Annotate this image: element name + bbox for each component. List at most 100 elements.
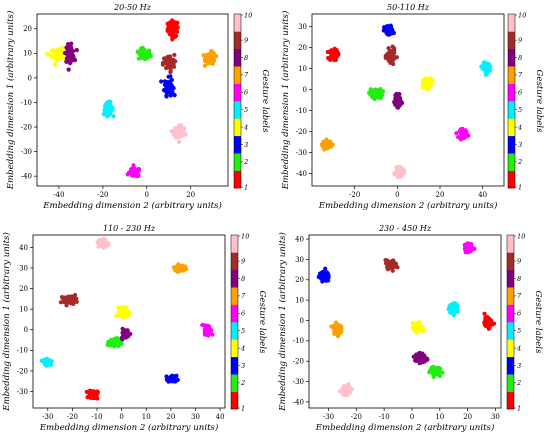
data-point: [171, 57, 176, 62]
colorbar-label: Gesture labels: [257, 291, 267, 354]
scatter-panel-3: 110 - 230 Hz -30 -20 -10 0 10 20 30 40 -30 -20 -10 0…: [1, 224, 267, 433]
colorbar-segment-4: [234, 118, 241, 137]
data-point: [167, 55, 172, 60]
cluster-label-1: [165, 18, 180, 42]
data-point: [483, 68, 488, 73]
colorbar-tick-label: 5: [517, 327, 521, 335]
colorbar-segment-7: [231, 287, 238, 305]
x-tick-label: 20: [436, 191, 445, 199]
data-point: [325, 49, 330, 55]
data-point: [210, 332, 215, 337]
data-point: [430, 78, 435, 83]
y-tick-label: -20: [296, 128, 307, 136]
x-tick-label: 20: [166, 413, 175, 421]
y-axis-label: Embedding dimension 1 (arbitrary units): [1, 232, 12, 412]
colorbar-segment-9: [234, 31, 241, 50]
y-axis-label: Embedding dimension 1 (arbitrary units): [280, 11, 291, 191]
cluster-label-4: [45, 45, 73, 67]
cluster-label-2: [367, 86, 386, 101]
data-point: [420, 358, 425, 363]
data-point: [93, 393, 99, 398]
x-tick-label: 40: [478, 191, 487, 199]
colorbar-tick-label: 3: [518, 141, 522, 149]
data-point: [398, 101, 403, 106]
x-tick-label: -30: [323, 413, 334, 421]
data-points: [316, 241, 497, 398]
colorbar-tick-label: 7: [241, 292, 246, 300]
colorbar-segment-9: [231, 252, 238, 271]
data-point: [57, 56, 62, 61]
colorbar-tick-label: 6: [241, 310, 245, 318]
data-point: [394, 91, 399, 96]
colorbar: 1 2 3 4 5 6 7 8 9 10 Gesture labels: [230, 232, 267, 412]
data-point: [41, 358, 46, 363]
colorbar-tick-label: 4: [243, 123, 248, 131]
x-axis-label: Embedding dimension 2 (arbitrary units): [318, 200, 498, 211]
data-point: [201, 53, 206, 58]
y-tick-label: -40: [296, 170, 307, 178]
data-point: [73, 297, 79, 302]
data-point: [326, 140, 331, 145]
colorbar-tick-label: 8: [517, 275, 521, 283]
colorbar-label: Gesture labels: [260, 70, 270, 133]
y-tick-label: -20: [21, 123, 32, 131]
data-point: [64, 45, 69, 50]
colorbar-tick-label: 4: [240, 344, 245, 352]
data-point: [103, 104, 108, 109]
colorbar-segment-5: [507, 322, 514, 340]
data-point: [181, 268, 186, 273]
x-tick-label: -20: [97, 191, 108, 199]
colorbar-tick-label: 9: [517, 257, 521, 265]
cluster-label-5: [101, 99, 116, 119]
y-tick-label: 40: [295, 235, 304, 243]
data-point: [462, 133, 468, 138]
x-tick-label: 10: [435, 413, 444, 421]
y-tick-label: 20: [19, 285, 28, 293]
colorbar-segment-10: [507, 235, 514, 253]
data-point: [52, 62, 57, 67]
colorbar-segment-6: [507, 304, 514, 323]
data-point: [166, 74, 171, 79]
data-point: [168, 68, 173, 73]
data-point: [68, 297, 73, 302]
data-point: [454, 302, 459, 307]
data-point: [417, 350, 422, 355]
colorbar-segment-1: [507, 391, 514, 410]
data-point: [159, 79, 164, 84]
cluster-label-9: [383, 257, 400, 273]
data-point: [43, 361, 48, 367]
colorbar-frame: [233, 13, 242, 189]
colorbar-tick-label: 10: [518, 11, 526, 19]
x-tick-label: -30: [42, 413, 53, 421]
data-point: [164, 83, 169, 88]
colorbar-frame: [506, 234, 515, 410]
cluster-label-8: [119, 326, 133, 342]
colorbar-tick-label: 4: [516, 344, 521, 352]
data-point: [481, 65, 486, 70]
cluster-label-1: [84, 388, 100, 401]
plot-frame: [308, 234, 502, 409]
colorbar-segment-5: [508, 101, 515, 119]
colorbar-segment-2: [231, 374, 238, 392]
cluster-label-8: [62, 41, 79, 72]
data-point: [451, 308, 456, 314]
data-point: [162, 79, 167, 84]
data-point: [122, 305, 128, 310]
colorbar-segment-8: [234, 48, 241, 67]
colorbar-segment-9: [507, 252, 514, 271]
data-point: [333, 324, 338, 329]
cluster-label-5: [479, 60, 493, 77]
data-point: [394, 166, 399, 171]
data-point: [397, 95, 403, 101]
x-axis-label: Embedding dimension 2 (arbitrary units): [42, 200, 222, 211]
data-point: [324, 143, 329, 148]
x-tick-label: 30: [191, 413, 200, 421]
data-point: [175, 134, 180, 139]
y-tick-label: -30: [296, 149, 307, 157]
data-point: [130, 166, 135, 171]
data-point: [125, 328, 130, 333]
data-point: [329, 48, 334, 53]
data-point: [482, 62, 487, 67]
chart-title: 50-110 Hz: [387, 3, 430, 12]
cluster-label-4: [420, 76, 435, 92]
